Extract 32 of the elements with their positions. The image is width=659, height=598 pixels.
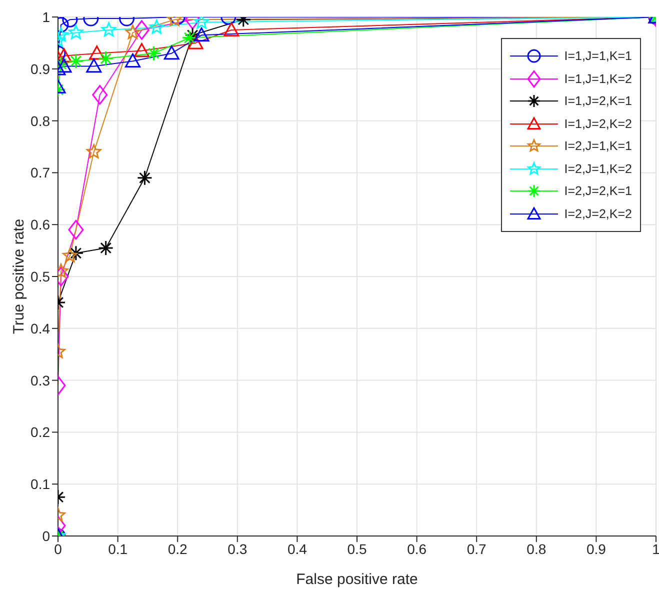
x-tick-label: 0.6 bbox=[407, 540, 427, 557]
x-tick-label: 0.5 bbox=[347, 540, 367, 557]
x-tick-label: 1 bbox=[652, 540, 659, 557]
x-tick-label: 0 bbox=[54, 540, 62, 557]
y-axis-title: True positive rate bbox=[10, 218, 28, 334]
legend-label: I=2,J=2,K=1 bbox=[564, 184, 632, 198]
y-tick-label: 0.5 bbox=[30, 268, 50, 284]
x-tick-label: 0.3 bbox=[228, 540, 248, 557]
legend-label: I=2,J=1,K=1 bbox=[564, 139, 632, 154]
x-tick-label: 0.8 bbox=[526, 540, 546, 557]
legend-label: I=2,J=1,K=2 bbox=[564, 162, 632, 176]
y-tick-label: 0.4 bbox=[30, 320, 50, 336]
x-tick-label: 0.7 bbox=[466, 540, 487, 557]
x-tick-label: 0.2 bbox=[168, 540, 188, 557]
y-tick-label: 0.6 bbox=[30, 216, 50, 233]
x-axis-title: False positive rate bbox=[296, 571, 418, 588]
x-tick-label: 0.4 bbox=[287, 540, 308, 557]
y-tick-label: 0.8 bbox=[30, 112, 50, 129]
y-tick-label: 1 bbox=[42, 8, 50, 25]
x-tick-label: 0.9 bbox=[586, 540, 606, 557]
legend-label: I=1,J=1,K=1 bbox=[564, 49, 632, 64]
y-tick-label: 0 bbox=[42, 528, 50, 544]
y-tick-label: 0.7 bbox=[30, 164, 50, 181]
y-tick-label: 0.3 bbox=[30, 372, 50, 388]
legend-label: I=1,J=2,K=2 bbox=[564, 116, 632, 131]
legend-label: I=1,J=1,K=2 bbox=[564, 72, 632, 86]
y-tick-label: 0.2 bbox=[30, 424, 50, 440]
y-tick-label: 0.9 bbox=[30, 60, 50, 77]
legend-label: I=2,J=2,K=2 bbox=[564, 206, 632, 221]
y-tick-label: 0.1 bbox=[30, 476, 50, 492]
x-tick-label: 0.1 bbox=[108, 540, 128, 557]
legend-label: I=1,J=2,K=1 bbox=[564, 94, 632, 108]
